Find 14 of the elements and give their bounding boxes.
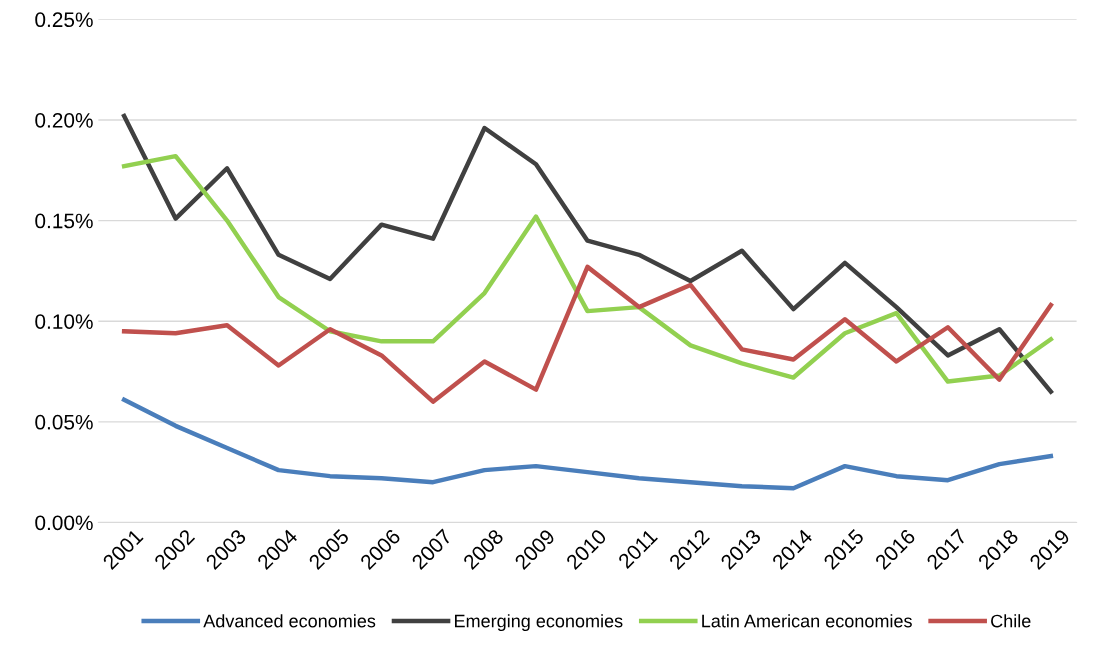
legend-label: Chile xyxy=(991,614,1031,628)
line-series xyxy=(121,113,1054,394)
legend-label: Advanced economies xyxy=(203,614,376,628)
y-tick-label: 0.20% xyxy=(35,112,93,128)
y-tick-label: 0.15% xyxy=(35,213,93,229)
y-tick-label: 0.05% xyxy=(35,414,93,430)
line-series xyxy=(121,264,1054,404)
y-tick-label: 0.00% xyxy=(35,515,93,531)
legend-label: Latin American economies xyxy=(702,614,912,628)
legend-label: Emerging economies xyxy=(455,614,623,631)
line-series xyxy=(121,153,1054,384)
y-tick-label: 0.25% xyxy=(35,12,93,28)
line-series xyxy=(121,397,1054,491)
y-tick-label: 0.10% xyxy=(35,314,93,329)
